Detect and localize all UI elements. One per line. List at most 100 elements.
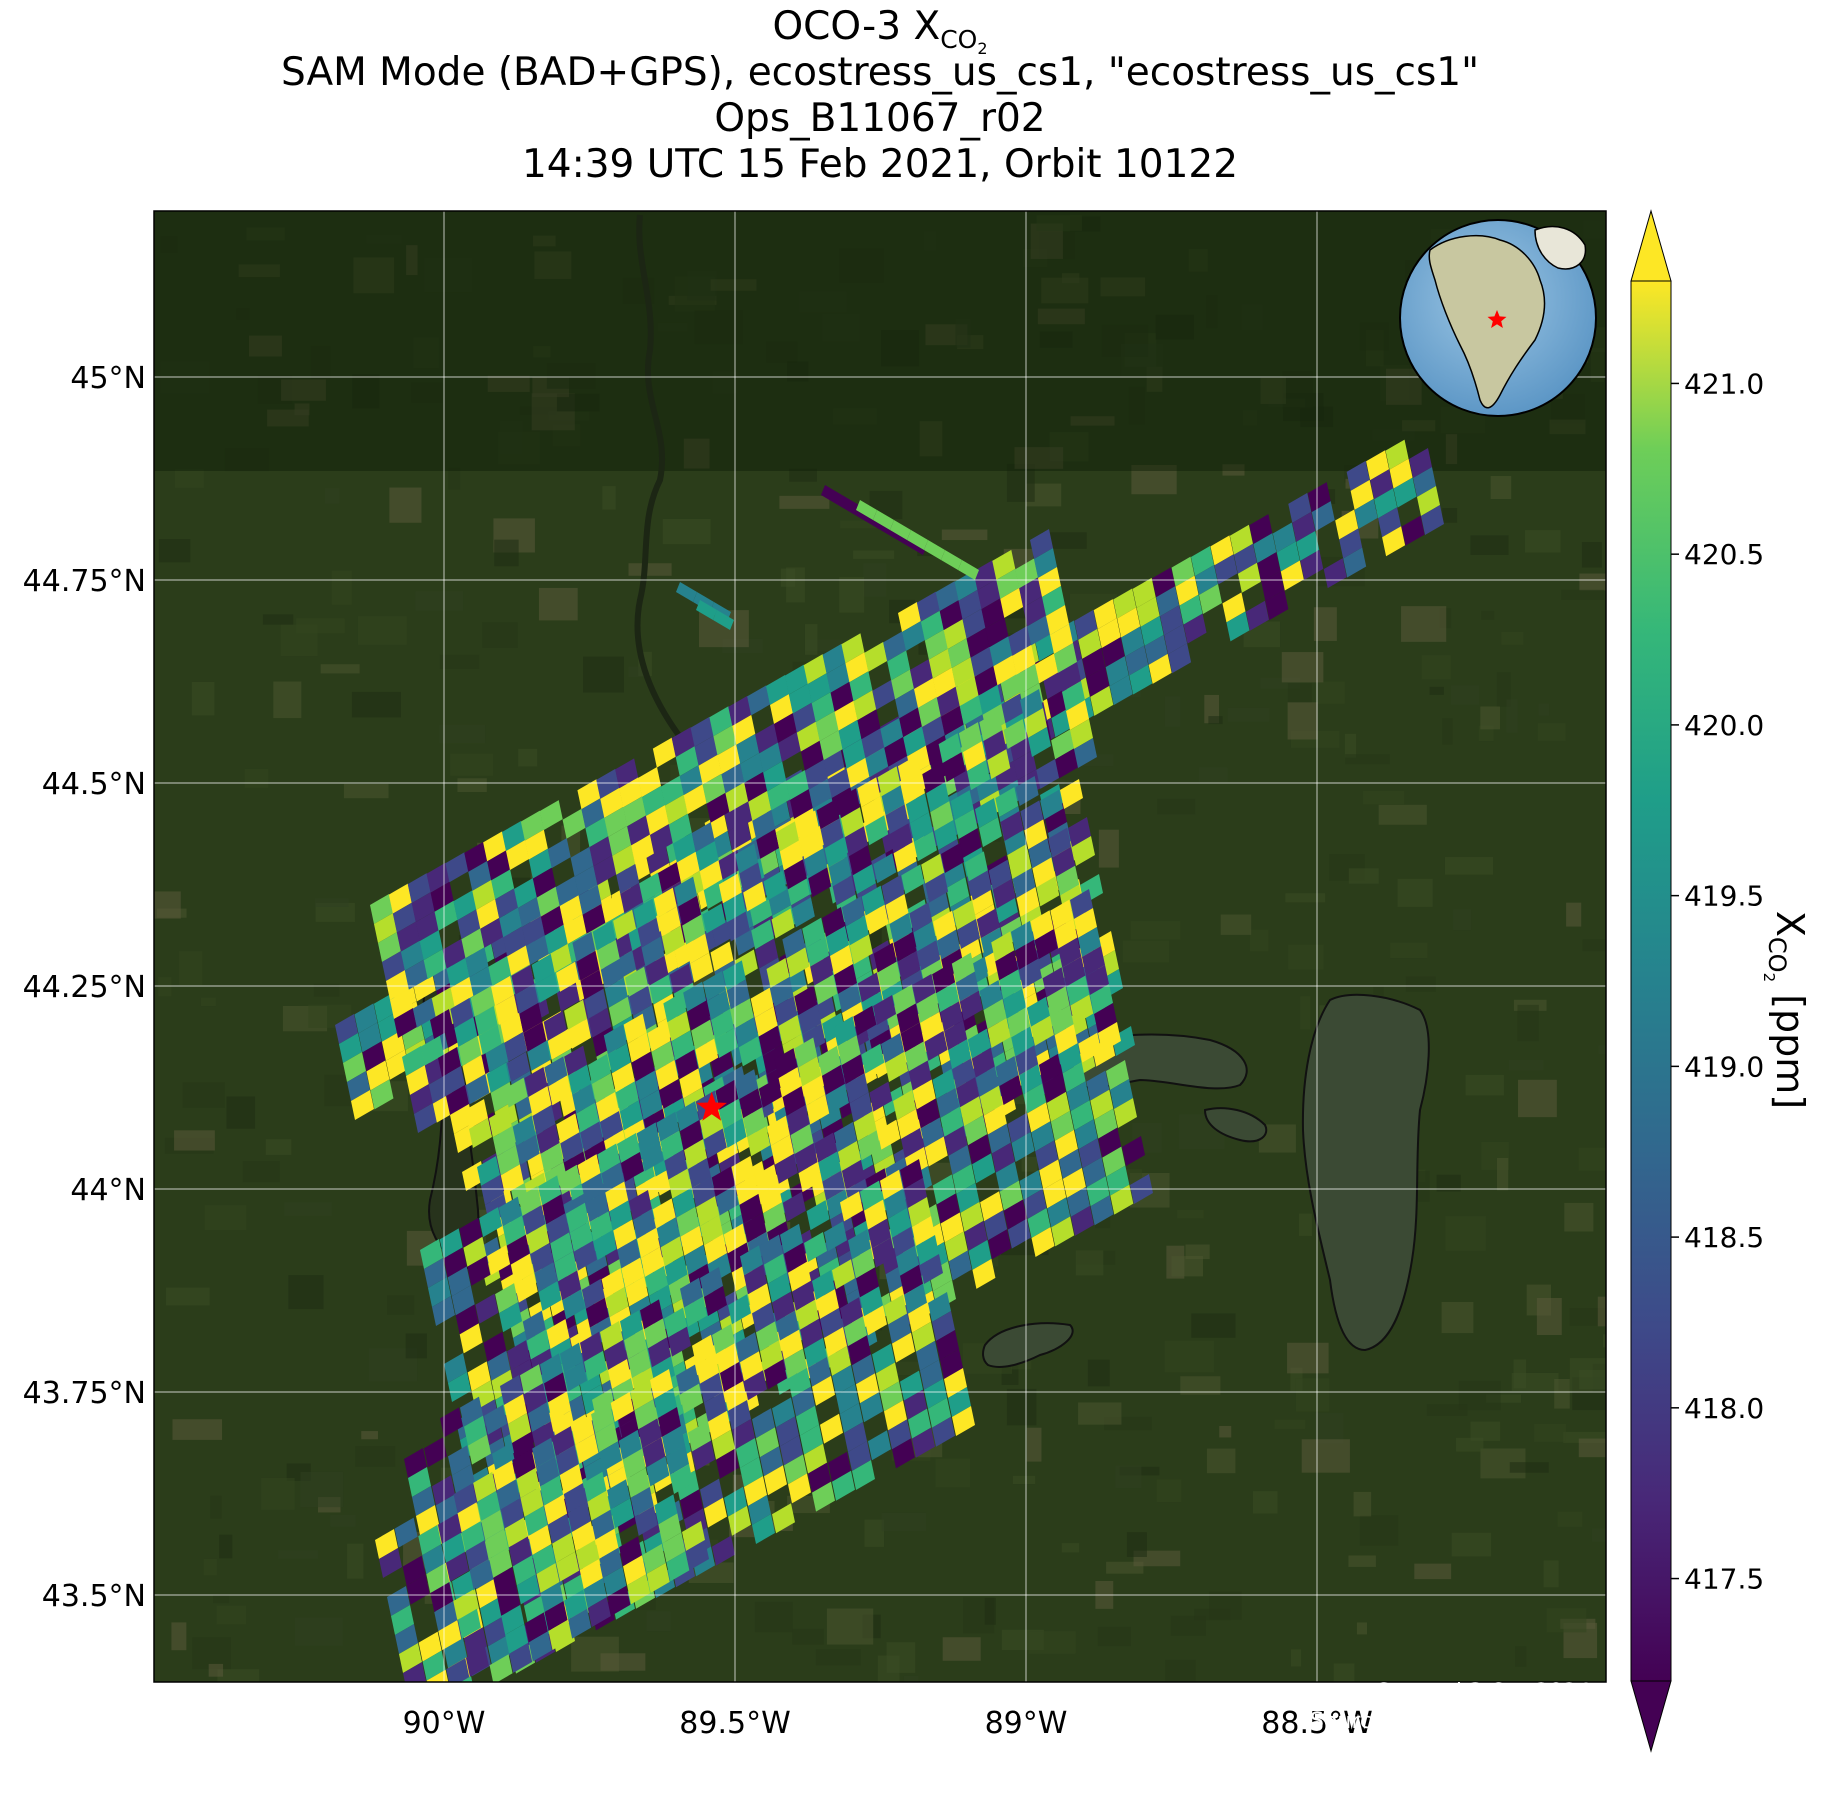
co2-sounding [481,1509,505,1540]
co2-sounding [895,688,919,719]
co2-sounding [647,1022,671,1052]
co2-sounding [1280,560,1304,591]
lat-tick-label: 43.5°N [42,1579,146,1614]
co2-sounding [646,1456,670,1487]
co2-sounding [564,1045,588,1076]
co2-sounding [1015,558,1039,589]
co2-sounding [547,1029,571,1060]
co2-sounding [884,1400,907,1431]
co2-sounding [505,1623,529,1654]
co2-sounding [978,817,1002,848]
co2-sounding [599,1441,623,1472]
co2-sounding [560,1132,584,1163]
co2-sounding [955,971,979,1002]
co2-sounding [492,1442,515,1473]
co2-sounding [524,1067,548,1097]
co2-sounding [739,862,763,893]
co2-sounding [476,1578,499,1609]
co2-sounding [394,1517,418,1548]
co2-sounding [370,894,393,924]
co2-sounding [445,1551,469,1582]
co2-sounding [1066,975,1090,1006]
colorbar-tick-label: 418.5 [1684,1221,1764,1254]
co2-sounding [1086,965,1109,995]
co2-sounding [865,815,889,846]
co2-sounding [675,746,699,777]
co2-sounding [576,950,600,981]
co2-sounding [892,1438,915,1469]
co2-sounding [1249,514,1273,545]
co2-sounding [540,1143,564,1173]
co2-sounding [514,878,537,908]
co2-sounding [840,1297,863,1328]
co2-sounding [509,1642,533,1673]
co2-sounding [1074,908,1097,938]
co2-sounding [928,648,952,679]
title-line-2: SAM Mode (BAD+GPS), ecostress_us_cs1, "e… [280,50,1480,95]
co2-sounding [768,885,792,916]
co2-sounding [712,1429,735,1460]
co2-sounding [596,1092,619,1122]
co2-sounding [379,1548,402,1578]
co2-sounding [844,826,868,857]
co2-sounding [675,1049,699,1080]
co2-sounding [708,1410,731,1441]
co2-sounding [861,885,885,916]
co2-sounding [636,1122,660,1153]
co2-sounding [941,550,962,570]
co2-sounding [743,1212,767,1243]
co2-sounding [806,1200,830,1231]
co2-sounding [856,1267,879,1298]
co2-sounding [1350,479,1374,510]
co2-sounding [526,1329,550,1360]
co2-sounding [1385,439,1409,470]
co2-sounding [960,1201,984,1232]
co2-sounding [1110,1079,1133,1109]
co2-sounding [1068,817,1091,847]
co2-sounding [572,1083,596,1114]
co2-sounding [1040,789,1064,820]
co2-sounding [601,893,625,924]
co2-sounding [487,1245,511,1276]
co2-sounding [565,1202,589,1233]
co2-sounding [632,1208,656,1239]
co2-sounding [981,598,1005,629]
co2-sounding [1090,1089,1114,1120]
co2-sounding [588,1007,612,1038]
co2-sounding [715,1185,739,1216]
co2-sounding [1011,1132,1035,1163]
co2-sounding [1102,1146,1126,1177]
co2-sounding [584,988,608,1019]
co2-sounding [735,1174,759,1205]
colorbar-tick-label: 419.0 [1684,1050,1764,1083]
co2-sounding [558,1270,582,1301]
co2-sounding [1058,1043,1082,1074]
co2-sounding [763,1202,787,1233]
co2-sounding [1046,1091,1070,1122]
co2-sounding [535,972,559,1003]
co2-sounding [666,1551,690,1582]
co2-sounding [596,768,620,799]
co2-sounding [1245,600,1269,631]
co2-sounding [415,911,439,942]
co2-sounding [530,1242,554,1273]
co2-sounding [784,664,808,695]
co2-sounding [752,809,776,840]
co2-sounding [638,767,661,797]
co2-sounding [1374,488,1398,519]
co2-sounding [666,1445,689,1475]
co2-sounding [924,1378,947,1409]
co2-sounding [485,1042,509,1073]
co2-sounding [528,848,552,879]
colorbar-tick-label: 420.5 [1684,538,1764,571]
co2-sounding [1015,1045,1039,1076]
co2-sounding [544,1601,568,1631]
lat-tick-label: 44.5°N [42,767,146,802]
co2-sounding [832,1259,855,1290]
co2-sounding [1007,1218,1031,1249]
co2-sounding [832,1470,855,1501]
title-line-4: 14:39 UTC 15 Feb 2021, Orbit 10122 [521,142,1239,187]
co2-sounding [796,810,820,841]
co2-sounding [1233,543,1257,574]
co2-sounding [423,949,447,980]
